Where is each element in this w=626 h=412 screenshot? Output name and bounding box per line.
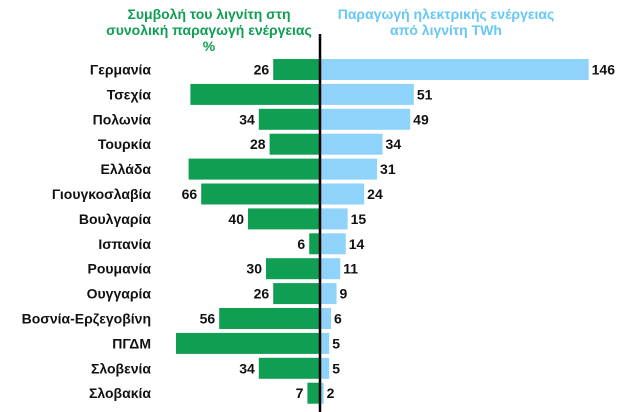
left-bar: [266, 258, 320, 280]
right-bar-value-label: 11: [343, 261, 358, 277]
left-bar-value-label: 34: [239, 111, 255, 127]
left-bar: [258, 108, 320, 130]
right-bar: [320, 208, 348, 230]
right-bar: [320, 308, 332, 329]
right-bar-value-label: 31: [380, 161, 396, 177]
category-label: Σλοβενία: [91, 360, 151, 376]
right-bar: [320, 233, 346, 255]
right-bar: [320, 283, 337, 305]
right-bar: [320, 158, 378, 180]
right-bar: [320, 108, 411, 130]
left-bar-value-label: 40: [228, 211, 244, 227]
left-bar: [190, 83, 320, 105]
right-bar-value-label: 49: [413, 111, 429, 127]
category-label: Σλοβακία: [89, 385, 151, 401]
right-bar: [320, 83, 414, 105]
right-bar: [320, 382, 324, 404]
right-bar-value-label: 2: [327, 385, 335, 401]
category-label: ΠΓΔΜ: [112, 335, 151, 351]
category-label: Τσεχία: [107, 86, 152, 102]
right-bar-value-label: 5: [332, 360, 340, 376]
left-bar: [248, 208, 320, 230]
category-label: Ισπανία: [98, 236, 151, 252]
left-bar-value-label: 30: [246, 261, 262, 277]
left-bar-value-label: 28: [250, 136, 266, 152]
right-bar-value-label: 6: [334, 311, 342, 327]
right-bar-value-label: 24: [367, 186, 383, 202]
left-series-title: Συμβολή του λιγνίτη στη συνολική παραγωγ…: [106, 6, 312, 54]
left-bar-value-label: 26: [254, 286, 270, 302]
right-bar-value-label: 34: [386, 136, 402, 152]
right-bar-value-label: 9: [340, 286, 348, 302]
left-bar-value-label: 66: [182, 186, 198, 202]
category-label: Βουλγαρία: [79, 211, 152, 227]
left-bar: [307, 382, 320, 404]
right-bar-value-label: 15: [351, 211, 367, 227]
left-bar-value-label: 34: [239, 360, 255, 376]
category-label: Γιουγκοσλαβία: [52, 186, 151, 202]
right-bar-value-label: 51: [417, 86, 433, 102]
left-bar: [269, 133, 320, 155]
category-label: Γερμανία: [90, 62, 152, 78]
left-bar-value-label: 7: [296, 385, 304, 401]
left-bar: [273, 59, 320, 80]
category-label: Ελλάδα: [101, 161, 152, 177]
left-bar-value-label: 6: [297, 236, 305, 252]
left-bar: [309, 233, 320, 255]
category-label: Βοσνία-Ερζεγοβίνη: [22, 311, 151, 327]
right-bar-value-label: 5: [332, 335, 340, 351]
right-bar: [320, 59, 589, 80]
left-bar: [176, 332, 320, 354]
left-bar: [258, 357, 320, 379]
category-label: Ρουμανία: [88, 261, 152, 277]
category-label: Ουγγαρία: [87, 286, 152, 302]
right-bar: [320, 183, 365, 205]
left-bar-value-label: 56: [200, 311, 216, 327]
right-series-title: Παραγωγή ηλεκτρικής ενέργειας από λιγνίτ…: [337, 6, 555, 38]
right-bar: [320, 258, 341, 280]
left-bar-value-label: 26: [254, 62, 270, 78]
left-bar: [219, 308, 320, 329]
right-bar: [320, 133, 383, 155]
right-bar-value-label: 14: [349, 236, 365, 252]
left-bar: [201, 183, 320, 205]
category-label: Πολωνία: [93, 111, 152, 127]
right-bar-value-label: 146: [592, 62, 616, 78]
left-bar: [273, 283, 320, 305]
left-bar: [188, 158, 320, 180]
category-label: Τουρκία: [98, 136, 152, 152]
right-bar: [320, 332, 330, 354]
right-bar: [320, 357, 330, 379]
